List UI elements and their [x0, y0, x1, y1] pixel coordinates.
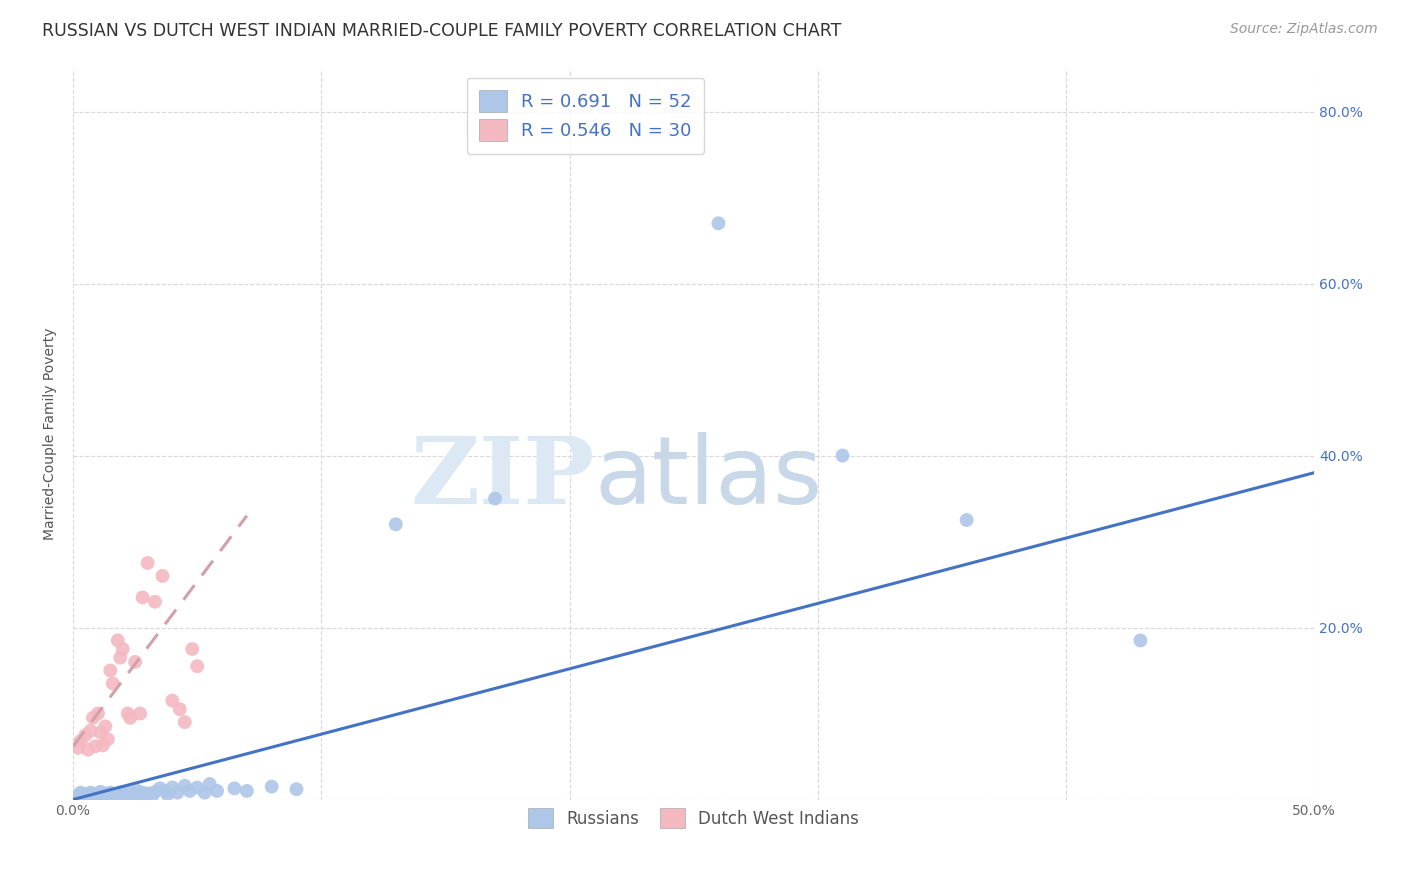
Point: [67, 789, 90, 803]
Point: [91, 739, 114, 753]
Point: [97, 789, 120, 803]
Point: [94, 719, 117, 733]
Point: [136, 556, 159, 570]
Point: [79, 786, 101, 800]
Point: [156, 788, 179, 802]
Point: [831, 449, 853, 463]
Point: [75, 728, 97, 742]
Point: [149, 781, 172, 796]
Point: [89, 725, 111, 739]
Point: [236, 784, 259, 798]
Point: [97, 732, 120, 747]
Point: [136, 787, 159, 801]
Point: [101, 676, 124, 690]
Point: [69, 734, 91, 748]
Point: [111, 642, 134, 657]
Point: [166, 786, 188, 800]
Text: Source: ZipAtlas.com: Source: ZipAtlas.com: [1230, 22, 1378, 37]
Point: [117, 789, 139, 803]
Point: [153, 784, 176, 798]
Point: [77, 789, 100, 803]
Point: [143, 595, 166, 609]
Point: [101, 789, 124, 803]
Point: [129, 706, 152, 721]
Point: [131, 786, 153, 800]
Point: [110, 650, 132, 665]
Point: [1129, 633, 1152, 648]
Point: [141, 789, 163, 803]
Point: [107, 633, 129, 648]
Point: [117, 706, 139, 721]
Point: [114, 787, 136, 801]
Point: [77, 742, 100, 756]
Point: [91, 789, 114, 804]
Point: [124, 655, 146, 669]
Point: [72, 789, 94, 804]
Point: [179, 784, 201, 798]
Point: [111, 789, 134, 803]
Point: [79, 723, 101, 738]
Point: [186, 780, 208, 795]
Point: [194, 786, 217, 800]
Point: [75, 788, 97, 802]
Point: [181, 642, 204, 657]
Y-axis label: Married-Couple Family Poverty: Married-Couple Family Poverty: [44, 327, 58, 541]
Point: [162, 693, 184, 707]
Point: [104, 788, 127, 802]
Point: [484, 491, 506, 506]
Point: [956, 513, 979, 527]
Point: [205, 784, 228, 798]
Point: [124, 788, 146, 802]
Point: [84, 739, 107, 754]
Point: [131, 591, 153, 605]
Point: [87, 789, 110, 803]
Point: [89, 785, 111, 799]
Legend: Russians, Dutch West Indians: Russians, Dutch West Indians: [522, 801, 866, 835]
Point: [69, 786, 91, 800]
Point: [127, 784, 149, 798]
Point: [134, 789, 156, 803]
Point: [120, 785, 142, 799]
Point: [87, 706, 110, 721]
Point: [121, 789, 143, 804]
Point: [94, 787, 117, 801]
Point: [67, 740, 90, 755]
Point: [285, 782, 308, 797]
Point: [173, 779, 195, 793]
Point: [260, 780, 283, 794]
Point: [82, 789, 104, 804]
Point: [224, 781, 246, 796]
Text: ZIP: ZIP: [411, 433, 595, 523]
Point: [129, 789, 152, 803]
Point: [107, 789, 129, 804]
Text: RUSSIAN VS DUTCH WEST INDIAN MARRIED-COUPLE FAMILY POVERTY CORRELATION CHART: RUSSIAN VS DUTCH WEST INDIAN MARRIED-COU…: [42, 22, 842, 40]
Point: [198, 777, 221, 791]
Point: [120, 711, 142, 725]
Point: [98, 786, 121, 800]
Point: [82, 711, 104, 725]
Point: [110, 786, 132, 800]
Point: [162, 780, 184, 795]
Point: [186, 659, 208, 673]
Point: [98, 664, 121, 678]
Text: atlas: atlas: [595, 432, 823, 524]
Point: [173, 715, 195, 730]
Point: [152, 569, 174, 583]
Point: [707, 216, 730, 230]
Point: [169, 702, 191, 716]
Point: [384, 517, 406, 532]
Point: [143, 785, 166, 799]
Point: [84, 788, 107, 802]
